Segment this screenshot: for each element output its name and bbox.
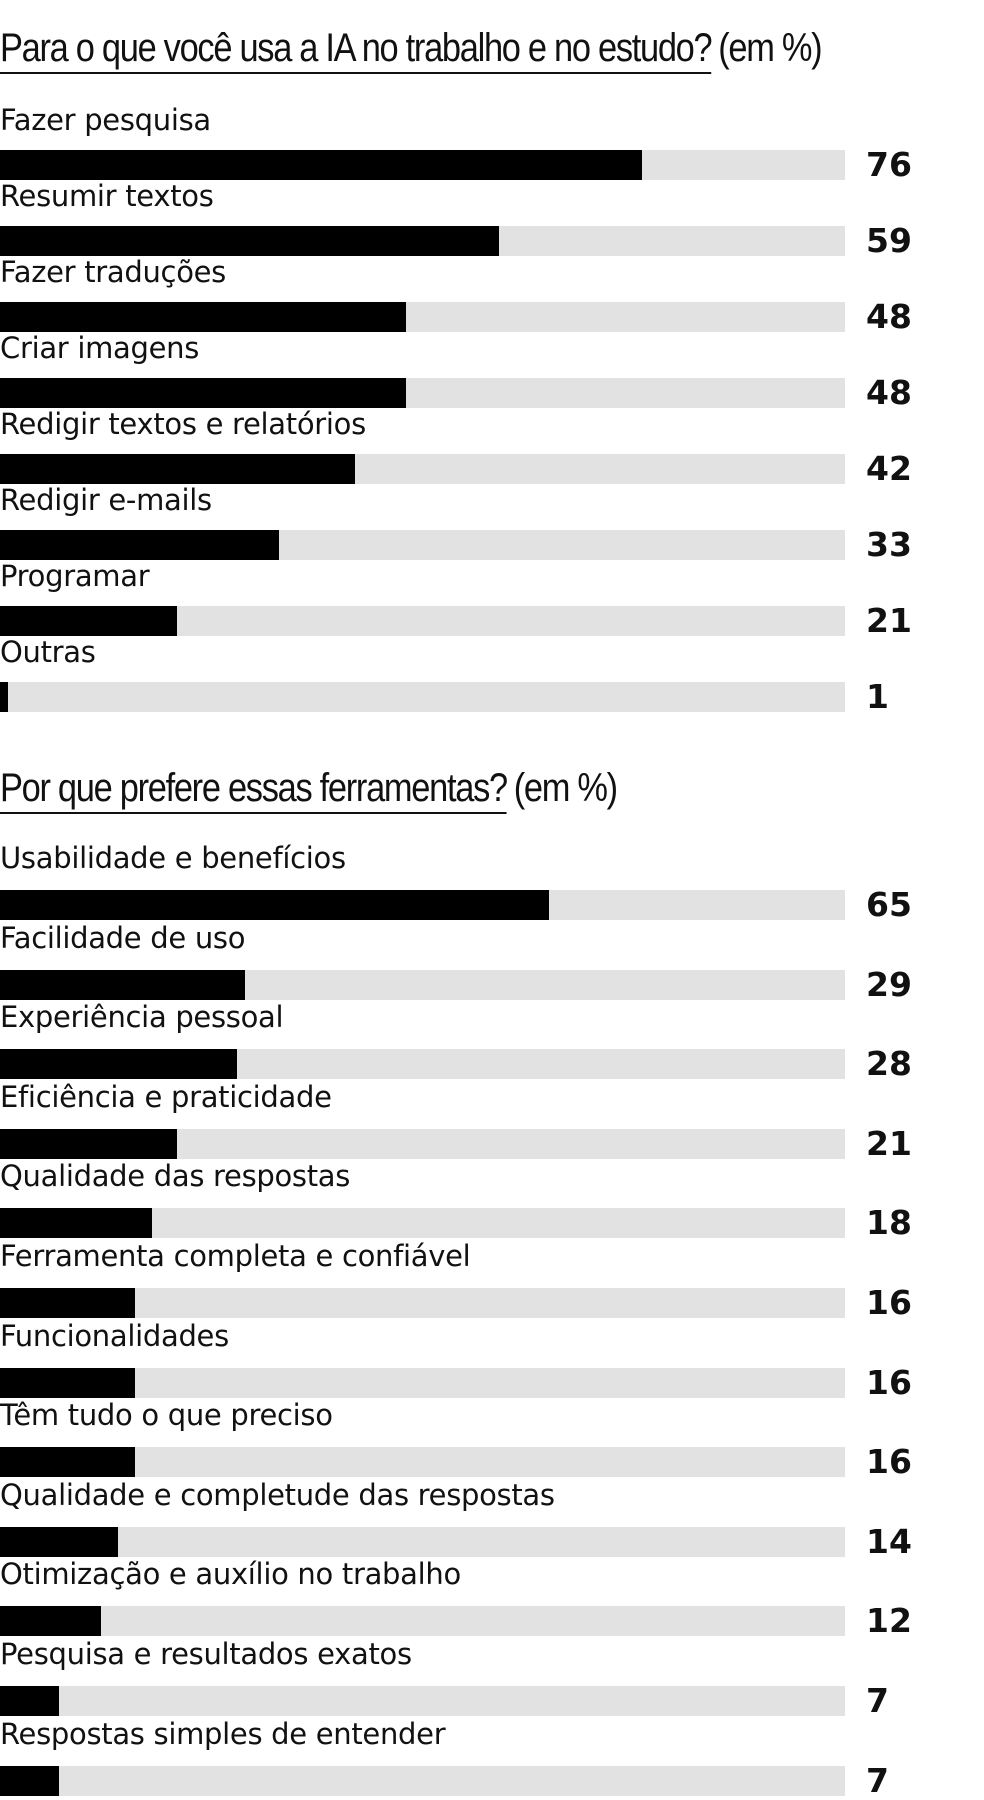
bar-track <box>0 226 845 256</box>
value-label: 7 <box>866 1681 889 1720</box>
bar <box>0 890 550 920</box>
category-label: Experiência pessoal <box>0 1000 284 1035</box>
bar-track <box>0 1447 845 1478</box>
bar-track <box>0 1606 845 1637</box>
category-label: Facilidade de uso <box>0 920 246 955</box>
value-label: 16 <box>866 1283 912 1322</box>
bar <box>0 1208 153 1239</box>
bar-track <box>0 1686 845 1716</box>
bar <box>0 1367 136 1398</box>
chart-2-title-text: Por que prefere essas ferramentas? <box>0 766 508 814</box>
bar-track <box>0 1526 845 1557</box>
category-label: Têm tudo o que preciso <box>0 1398 333 1433</box>
value-label: 59 <box>866 221 912 260</box>
category-label: Criar imagens <box>0 331 200 365</box>
bar <box>0 1447 136 1478</box>
bar-track <box>0 454 845 484</box>
value-label: 1 <box>866 677 889 716</box>
chart-1-title: Para o que você usa a IA no trabalho e n… <box>0 26 823 74</box>
bar <box>0 1686 60 1716</box>
category-label: Otimização e auxílio no trabalho <box>0 1557 461 1592</box>
chart-1-title-unit: (em %) <box>718 26 822 70</box>
category-label: Redigir e-mails <box>0 483 212 517</box>
bar-track <box>0 150 845 180</box>
chart-2-title-unit: (em %) <box>513 766 618 810</box>
bar <box>0 1288 136 1318</box>
bar-track <box>0 378 845 408</box>
bar <box>0 606 178 636</box>
value-label: 16 <box>866 1442 912 1482</box>
bar <box>0 1526 119 1557</box>
category-label: Fazer pesquisa <box>0 103 211 137</box>
value-label: 29 <box>866 964 912 1004</box>
value-label: 42 <box>866 449 912 488</box>
bar <box>0 1765 60 1796</box>
bar <box>0 682 9 712</box>
value-label: 48 <box>866 373 912 412</box>
category-label: Pesquisa e resultados exatos <box>0 1637 412 1671</box>
bar-track <box>0 1288 845 1318</box>
bar-track <box>0 890 845 920</box>
value-label: 21 <box>866 1123 912 1163</box>
bar-track <box>0 302 845 332</box>
bar-track <box>0 1128 845 1159</box>
bar-track <box>0 1367 845 1398</box>
value-label: 76 <box>866 145 912 184</box>
bar-track <box>0 969 845 1000</box>
bar <box>0 969 246 1000</box>
bar <box>0 150 643 180</box>
bar <box>0 226 499 256</box>
bar-track <box>0 606 845 636</box>
value-label: 28 <box>866 1044 912 1084</box>
category-label: Resumir textos <box>0 179 214 213</box>
bar-track <box>0 1049 845 1080</box>
category-label: Redigir textos e relatórios <box>0 407 366 441</box>
bar-track <box>0 530 845 560</box>
category-label: Qualidade e completude das respostas <box>0 1477 555 1512</box>
bar <box>0 378 406 408</box>
category-label: Fazer traduções <box>0 255 226 289</box>
bar <box>0 302 406 332</box>
value-label: 65 <box>866 885 912 924</box>
category-label: Qualidade das respostas <box>0 1159 351 1194</box>
bar-track <box>0 1208 845 1239</box>
category-label: Eficiência e praticidade <box>0 1079 332 1114</box>
bar <box>0 1606 102 1637</box>
value-label: 33 <box>866 525 912 564</box>
bar-track <box>0 682 845 712</box>
value-label: 14 <box>866 1521 912 1561</box>
chart-1-title-text: Para o que você usa a IA no trabalho e n… <box>0 26 713 74</box>
value-label: 48 <box>866 297 912 336</box>
value-label: 18 <box>866 1203 912 1243</box>
bar <box>0 1128 178 1159</box>
value-label: 16 <box>866 1362 912 1402</box>
category-label: Ferramenta completa e confiável <box>0 1239 471 1273</box>
bar <box>0 530 279 560</box>
value-label: 7 <box>866 1760 889 1800</box>
bar <box>0 454 355 484</box>
value-label: 21 <box>866 601 912 640</box>
category-label: Usabilidade e benefícios <box>0 841 346 875</box>
bar-track <box>0 1765 845 1796</box>
bar <box>0 1049 237 1080</box>
category-label: Respostas simples de entender <box>0 1716 446 1751</box>
category-label: Outras <box>0 635 96 669</box>
chart-2-title: Por que prefere essas ferramentas? (em %) <box>0 766 618 814</box>
category-label: Programar <box>0 559 150 593</box>
category-label: Funcionalidades <box>0 1318 229 1353</box>
value-label: 12 <box>866 1601 912 1641</box>
